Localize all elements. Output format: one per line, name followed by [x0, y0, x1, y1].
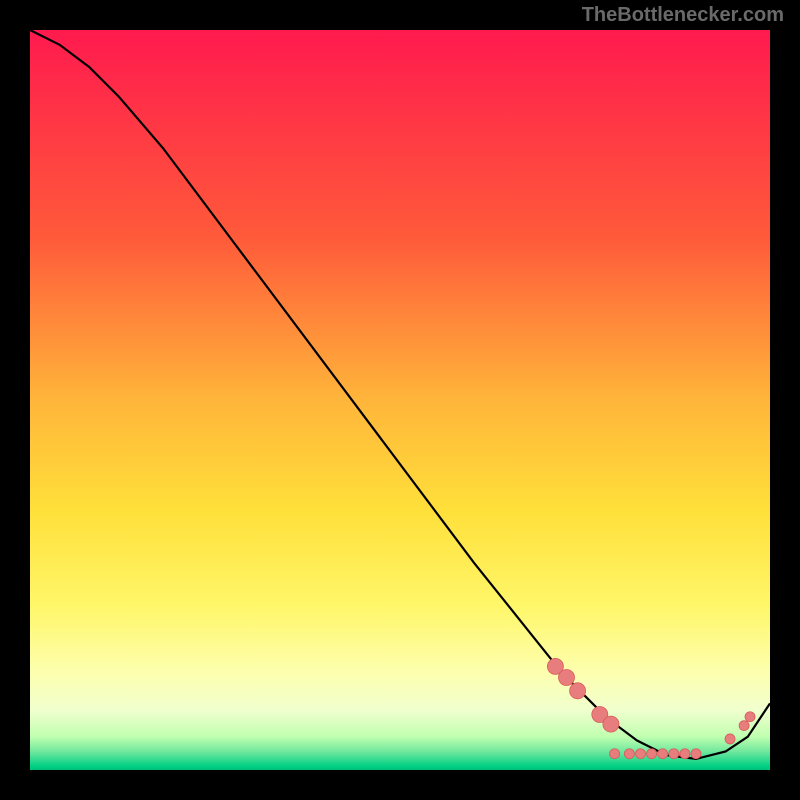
data-point	[680, 749, 690, 759]
bottleneck-chart	[0, 0, 800, 800]
data-point	[739, 721, 749, 731]
data-point	[647, 749, 657, 759]
plot-background	[30, 30, 770, 770]
data-point	[610, 749, 620, 759]
data-point	[691, 749, 701, 759]
chart-container: { "watermark": { "text": "TheBottlenecke…	[0, 0, 800, 800]
data-point	[658, 749, 668, 759]
data-point	[603, 716, 619, 732]
data-point	[559, 670, 575, 686]
data-point	[570, 683, 586, 699]
data-point	[624, 749, 634, 759]
data-point	[669, 749, 679, 759]
watermark-text: TheBottlenecker.com	[582, 4, 784, 27]
data-point	[725, 734, 735, 744]
data-point	[636, 749, 646, 759]
data-point	[745, 712, 755, 722]
